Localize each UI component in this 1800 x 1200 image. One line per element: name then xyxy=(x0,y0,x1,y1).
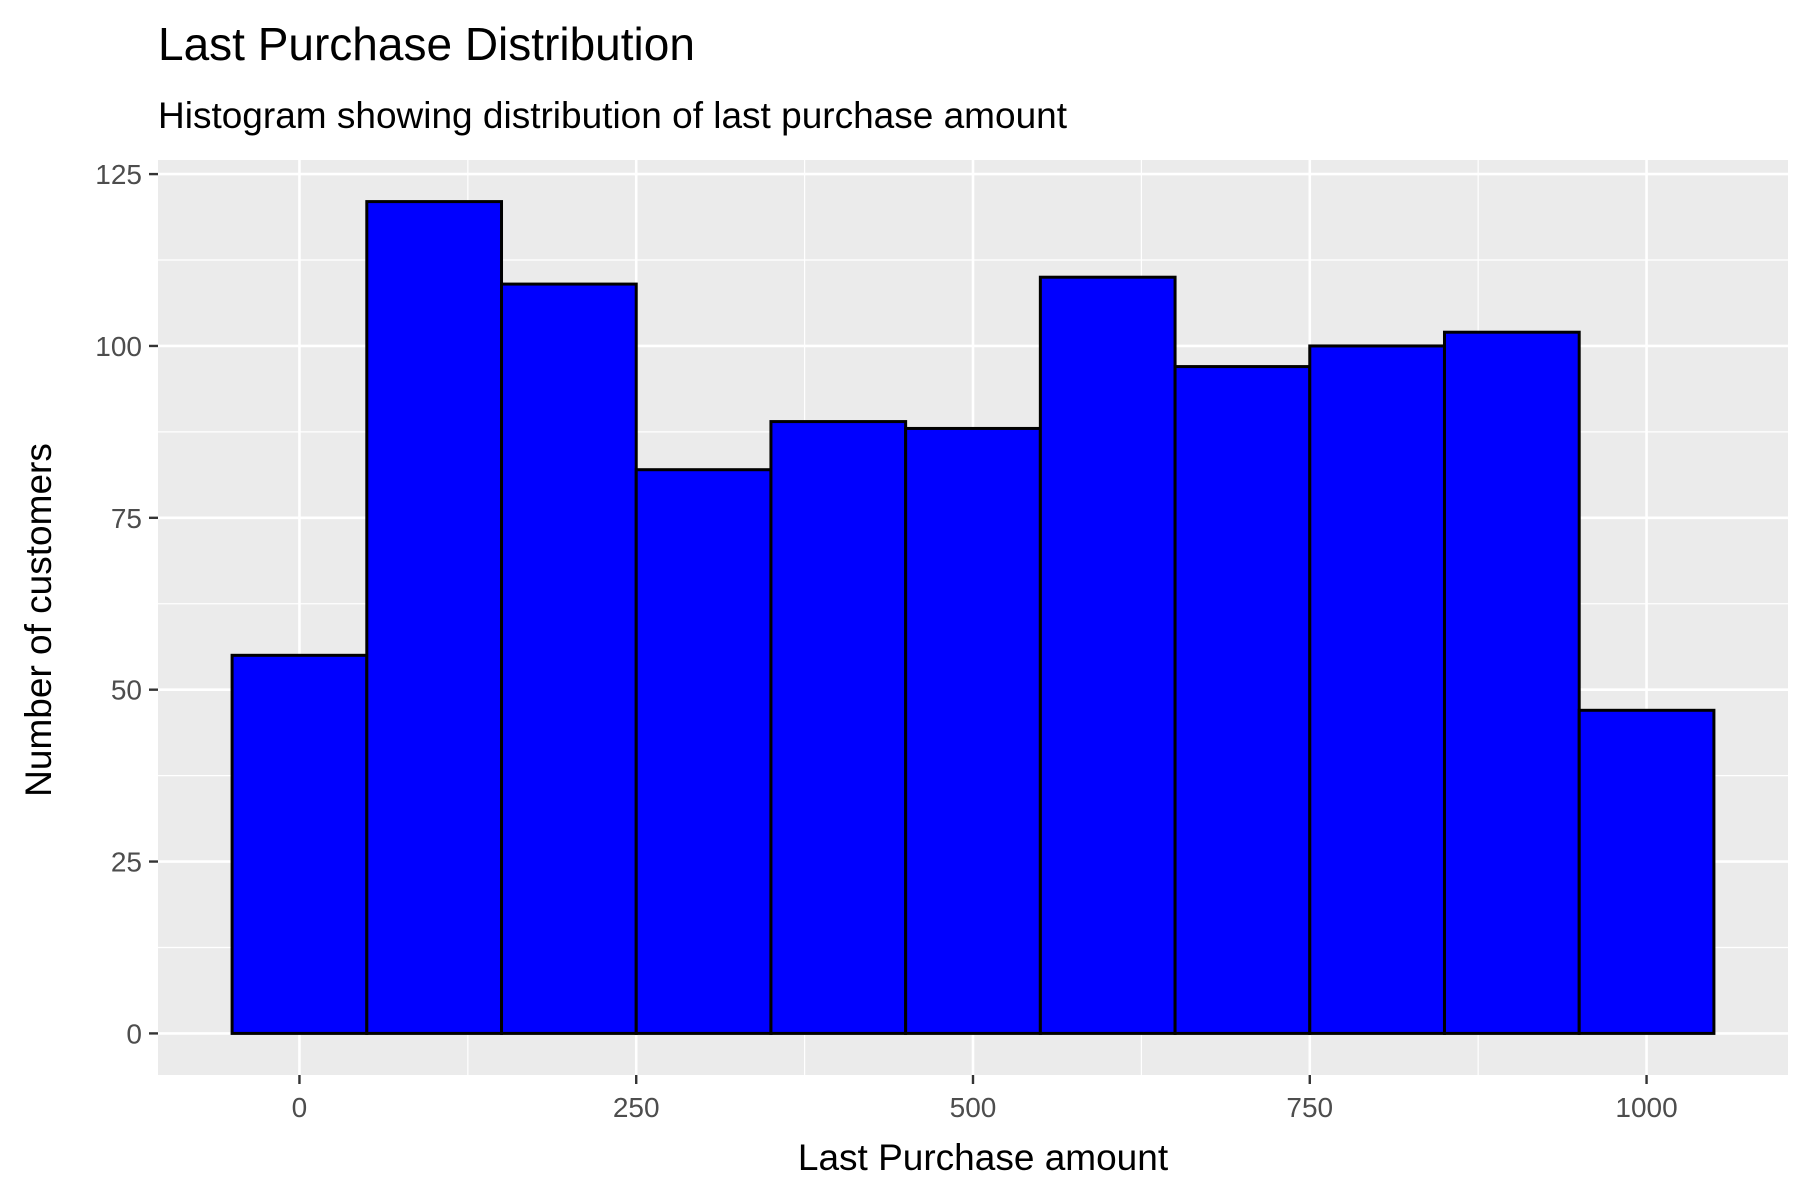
y-axis: 0 25 50 75 100 125 xyxy=(95,159,158,1049)
x-axis-title: Last Purchase amount xyxy=(798,1137,1169,1178)
y-tick-label: 75 xyxy=(111,503,142,534)
histogram-bar-5 xyxy=(769,420,908,1035)
y-tick-label: 0 xyxy=(126,1018,142,1049)
histogram-bar-9 xyxy=(1308,344,1446,1035)
x-tick-label: 500 xyxy=(950,1092,997,1123)
histogram-bar-6 xyxy=(904,426,1042,1035)
chart-subtitle: Histogram showing distribution of last p… xyxy=(158,95,1068,136)
y-tick-label: 25 xyxy=(111,847,142,878)
x-tick-label: 1000 xyxy=(1615,1092,1677,1123)
histogram-bar-11 xyxy=(1577,708,1716,1035)
x-tick-label: 250 xyxy=(613,1092,660,1123)
chart-title: Last Purchase Distribution xyxy=(158,18,695,70)
x-axis: 0 250 500 750 1000 xyxy=(292,1075,1678,1123)
y-tick-label: 125 xyxy=(95,159,142,190)
histogram-bar-3 xyxy=(500,282,638,1035)
histogram-bar-4 xyxy=(634,468,773,1035)
histogram-bar-2 xyxy=(365,200,504,1035)
histogram-bar-1 xyxy=(230,653,369,1035)
histogram-bar-7 xyxy=(1038,275,1177,1035)
x-tick-label: 0 xyxy=(292,1092,308,1123)
x-tick-label: 750 xyxy=(1286,1092,1333,1123)
y-tick-label: 50 xyxy=(111,675,142,706)
histogram-bar-10 xyxy=(1442,330,1581,1035)
y-axis-title: Number of customers xyxy=(18,443,59,797)
histogram-bars xyxy=(230,200,1716,1035)
y-tick-label: 100 xyxy=(95,331,142,362)
histogram-bar-8 xyxy=(1173,365,1312,1035)
